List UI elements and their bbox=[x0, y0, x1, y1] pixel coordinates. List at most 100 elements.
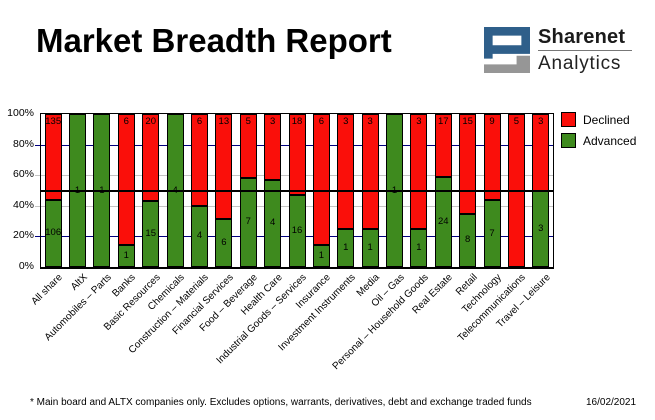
bar-chemicals: 4 bbox=[166, 114, 184, 267]
y-tick-80 bbox=[35, 144, 40, 146]
page-title: Market Breadth Report bbox=[36, 22, 392, 59]
advanced-segment: 4 bbox=[190, 205, 208, 267]
declined-value-label: 20 bbox=[145, 116, 156, 127]
declined-value-label: 15 bbox=[462, 116, 473, 127]
advanced-value-label: 1 bbox=[367, 241, 373, 253]
sharenet-logo: Sharenet Analytics bbox=[484, 27, 632, 73]
advanced-value-label: 15 bbox=[145, 228, 156, 240]
advanced-value-label: 16 bbox=[291, 225, 303, 236]
advanced-value-label: 1 bbox=[391, 184, 398, 196]
advanced-value-label: 1 bbox=[99, 184, 105, 196]
declined-segment: 6 bbox=[117, 114, 135, 246]
x-axis-labels: All share AltX Automobiles – Parts Banks Bas… bbox=[30, 267, 553, 397]
logo-text: Sharenet Analytics bbox=[538, 27, 632, 73]
advanced-value-label: 24 bbox=[437, 216, 449, 228]
logo-subname: Analytics bbox=[538, 53, 622, 74]
declined-value-label: 18 bbox=[291, 116, 303, 127]
advanced-value-label: 6 bbox=[221, 236, 227, 248]
declined-value-label: 5 bbox=[245, 116, 251, 127]
declined-segment: 3 bbox=[361, 114, 379, 229]
y-tick-60 bbox=[35, 175, 40, 177]
declined-segment: 135 bbox=[44, 114, 62, 200]
chart-legend: Declined Advanced bbox=[561, 112, 636, 154]
advanced-segment: 1 bbox=[337, 228, 355, 267]
advanced-segment: 3 bbox=[532, 190, 550, 267]
advanced-value-label: 1 bbox=[123, 250, 129, 262]
advanced-segment: 4 bbox=[166, 114, 184, 267]
y-axis-label-60: 60% bbox=[12, 168, 34, 181]
bar-automobiles-parts: 1 bbox=[93, 114, 111, 267]
advanced-segment: 4 bbox=[264, 179, 282, 267]
y-tick-40 bbox=[35, 205, 40, 207]
declined-segment: 3 bbox=[410, 114, 428, 229]
declined-segment: 6 bbox=[312, 114, 330, 246]
logo-name: Sharenet bbox=[538, 26, 626, 48]
declined-segment: 13 bbox=[215, 114, 233, 219]
y-tick-20 bbox=[35, 236, 40, 238]
advanced-value-label: 3 bbox=[538, 222, 544, 234]
bar-financial-services: 13 6 bbox=[215, 114, 233, 267]
legend-item-advanced: Advanced bbox=[561, 133, 636, 148]
legend-label: Advanced bbox=[583, 133, 637, 148]
bar-basic-resources: 20 15 bbox=[142, 114, 160, 267]
declined-value-label: 6 bbox=[196, 116, 203, 127]
advanced-segment: 8 bbox=[459, 213, 477, 267]
y-axis-label-80: 80% bbox=[12, 137, 34, 150]
declined-value-label: 3 bbox=[538, 116, 544, 127]
sharenet-logo-icon bbox=[484, 27, 530, 73]
legend-swatch-advanced bbox=[561, 133, 576, 148]
declined-value-label: 3 bbox=[416, 116, 422, 127]
declined-value-label: 17 bbox=[437, 116, 449, 127]
advanced-segment: 1 bbox=[361, 228, 379, 267]
advanced-segment: 7 bbox=[483, 200, 501, 267]
advanced-segment: 1 bbox=[386, 114, 404, 267]
declined-value-label: 9 bbox=[489, 116, 495, 127]
advanced-value-label: 106 bbox=[45, 227, 62, 239]
logo-divider bbox=[538, 50, 632, 51]
advanced-segment: 16 bbox=[288, 195, 306, 267]
declined-segment: 17 bbox=[434, 114, 452, 178]
declined-segment: 3 bbox=[532, 114, 550, 191]
fifty-percent-line bbox=[41, 189, 553, 192]
advanced-segment: 1 bbox=[312, 245, 330, 267]
declined-segment: 20 bbox=[142, 114, 160, 202]
advanced-value-label: 1 bbox=[74, 184, 81, 196]
declined-value-label: 6 bbox=[318, 116, 325, 127]
advanced-segment: 24 bbox=[434, 177, 452, 267]
footnote: * Main board and ALTX companies only. Ex… bbox=[30, 397, 532, 408]
advanced-segment: 6 bbox=[215, 218, 233, 267]
advanced-value-label: 4 bbox=[196, 230, 203, 242]
advanced-value-label: 7 bbox=[245, 216, 251, 228]
y-axis-label-0: 0% bbox=[18, 260, 34, 272]
y-axis-label-20: 20% bbox=[12, 229, 34, 242]
legend-swatch-declined bbox=[561, 112, 576, 127]
advanced-segment: 1 bbox=[69, 114, 87, 267]
declined-segment: 18 bbox=[288, 114, 306, 195]
bar-oil-gas: 1 bbox=[386, 114, 404, 267]
y-axis-label-40: 40% bbox=[12, 198, 34, 211]
declined-segment: 5 bbox=[239, 114, 257, 178]
advanced-value-label: 4 bbox=[269, 217, 276, 229]
legend-item-declined: Declined bbox=[561, 112, 636, 127]
declined-value-label: 3 bbox=[269, 116, 276, 127]
advanced-segment: 106 bbox=[44, 199, 62, 267]
declined-value-label: 135 bbox=[45, 116, 62, 127]
declined-value-label: 13 bbox=[218, 116, 230, 127]
advanced-segment: 1 bbox=[117, 245, 135, 267]
plot-area: 135 106 1 1 6 1 20 15 4 6 4 13 6 5 7 3 4 18 16 6 1 3 1 3 1 1 3 1 17 2… bbox=[35, 113, 554, 269]
bar-real-estate: 17 24 bbox=[434, 114, 452, 267]
bar-industrial-goods-services: 18 16 bbox=[288, 114, 306, 267]
advanced-value-label: 8 bbox=[465, 234, 471, 246]
advanced-value-label: 1 bbox=[343, 241, 349, 253]
advanced-segment: 15 bbox=[142, 201, 160, 267]
advanced-segment: 1 bbox=[410, 228, 428, 267]
bar-altx: 1 bbox=[69, 114, 87, 267]
